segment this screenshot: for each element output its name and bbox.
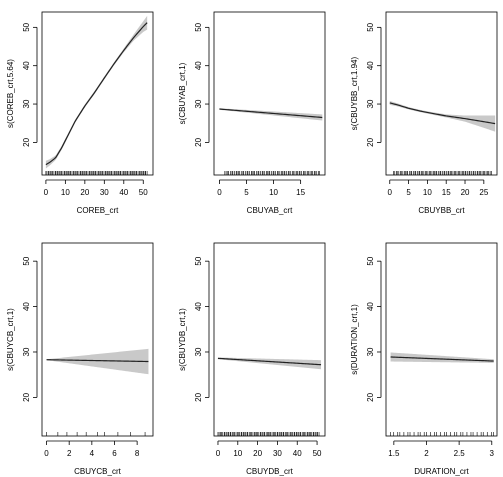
- x-tick-label: 40: [293, 449, 302, 458]
- plot-frame: [41, 11, 154, 176]
- smooth-line: [45, 22, 148, 166]
- plot-frame: [213, 11, 326, 176]
- x-axis-label: CBUYBB_crt: [418, 206, 465, 215]
- y-tick-label: 50: [194, 22, 203, 31]
- x-tick-label: 25: [479, 188, 488, 197]
- x-tick-label: 50: [139, 188, 148, 197]
- y-tick-label: 40: [194, 61, 203, 70]
- x-tick-label: 30: [273, 449, 282, 458]
- y-axis-label: s(CBUYCB_crt,1): [6, 308, 15, 371]
- x-tick-label: 15: [442, 188, 451, 197]
- y-tick-label: 20: [22, 392, 31, 401]
- plot-frame: [213, 242, 326, 437]
- y-tick-label: 50: [366, 22, 375, 31]
- y-tick-label: 20: [366, 137, 375, 146]
- smooth-panel-4: 0 2 4 6 8 CBUYCB_crt 20 30 40 50 s(CBUYCB_crt,1): [6, 242, 154, 476]
- smooth-panel-5: 0 10 20 30 40 50 CBUYDB_crt 20 30 40 50 s(CBUYDB_cr…: [178, 242, 326, 476]
- y-axis-label: s(CBUYBB_crt,1.94): [350, 56, 359, 130]
- x-tick-label: 2.5: [454, 449, 466, 458]
- x-tick-label: 0: [216, 449, 221, 458]
- y-axis-label: s(COREB_crt,5.64): [6, 59, 15, 128]
- y-tick-label: 30: [194, 347, 203, 356]
- x-tick-label: 10: [61, 188, 70, 197]
- plot-frame: [385, 11, 498, 176]
- x-tick-label: 5: [406, 188, 411, 197]
- confidence-band: [389, 100, 496, 132]
- smooth-panel-6: 1.5 2 2.5 3 DURATION_crt 20 30 40 50 s(DURATION_c…: [350, 242, 498, 476]
- x-axis-label: CBUYCB_crt: [74, 467, 121, 476]
- x-axis-label: DURATION_crt: [414, 467, 469, 476]
- y-tick-label: 40: [194, 302, 203, 311]
- smooth-line: [219, 108, 323, 119]
- smooth-line: [46, 359, 149, 363]
- x-tick-label: 1.5: [388, 449, 400, 458]
- x-tick-label: 20: [80, 188, 89, 197]
- x-tick-label: 2: [424, 449, 429, 458]
- x-tick-label: 4: [90, 449, 95, 458]
- y-tick-label: 50: [194, 256, 203, 265]
- y-tick-label: 30: [366, 347, 375, 356]
- y-axis-label: s(CBUYDB_crt,1): [178, 308, 187, 371]
- x-tick-label: 2: [67, 449, 72, 458]
- x-tick-label: 10: [233, 449, 242, 458]
- x-tick-label: 3: [490, 449, 495, 458]
- y-tick-label: 20: [194, 392, 203, 401]
- x-tick-label: 0: [217, 188, 222, 197]
- smooth-panel-3: 0 5 10 15 20 25 CBUYBB_crt 20 30 40 50 s(CBUYBB_crt…: [350, 11, 498, 215]
- x-tick-label: 0: [44, 449, 49, 458]
- x-tick-label: 20: [461, 188, 470, 197]
- y-tick-label: 20: [22, 137, 31, 146]
- x-tick-label: 10: [423, 188, 432, 197]
- y-tick-label: 30: [194, 99, 203, 108]
- smooth-line: [390, 356, 494, 362]
- y-tick-label: 40: [22, 302, 31, 311]
- y-tick-label: 20: [194, 137, 203, 146]
- y-axis-label: s(DURATION_crt,1): [350, 304, 359, 375]
- x-axis-label: COREB_crt: [77, 206, 120, 215]
- x-tick-label: 8: [135, 449, 140, 458]
- x-tick-label: 40: [119, 188, 128, 197]
- y-tick-label: 40: [366, 61, 375, 70]
- x-tick-label: 5: [244, 188, 249, 197]
- x-tick-label: 50: [313, 449, 322, 458]
- y-tick-label: 50: [366, 256, 375, 265]
- y-tick-label: 30: [22, 347, 31, 356]
- x-tick-label: 10: [269, 188, 278, 197]
- x-tick-label: 30: [100, 188, 109, 197]
- y-tick-label: 30: [22, 99, 31, 108]
- x-tick-label: 20: [253, 449, 262, 458]
- x-axis-label: CBUYAB_crt: [247, 206, 293, 215]
- x-tick-label: 0: [44, 188, 49, 197]
- plot-frame: [385, 242, 498, 437]
- y-tick-label: 50: [22, 22, 31, 31]
- x-tick-label: 6: [112, 449, 117, 458]
- smooth-line: [389, 102, 496, 125]
- smooth-line: [217, 357, 322, 366]
- y-tick-label: 20: [366, 392, 375, 401]
- plot-frame: [41, 242, 154, 437]
- x-axis-label: CBUYDB_crt: [246, 467, 293, 476]
- smooth-panel-1: 0 10 20 30 40 50 COREB_crt 20 30 40 50 s(COREB_crt,…: [6, 11, 154, 215]
- y-tick-label: 30: [366, 99, 375, 108]
- x-tick-label: 0: [388, 188, 393, 197]
- confidence-band: [46, 348, 149, 375]
- y-axis-label: s(CBUYAB_crt,1): [178, 62, 187, 124]
- y-tick-label: 50: [22, 256, 31, 265]
- y-tick-label: 40: [22, 61, 31, 70]
- x-tick-label: 15: [296, 188, 305, 197]
- y-tick-label: 40: [366, 302, 375, 311]
